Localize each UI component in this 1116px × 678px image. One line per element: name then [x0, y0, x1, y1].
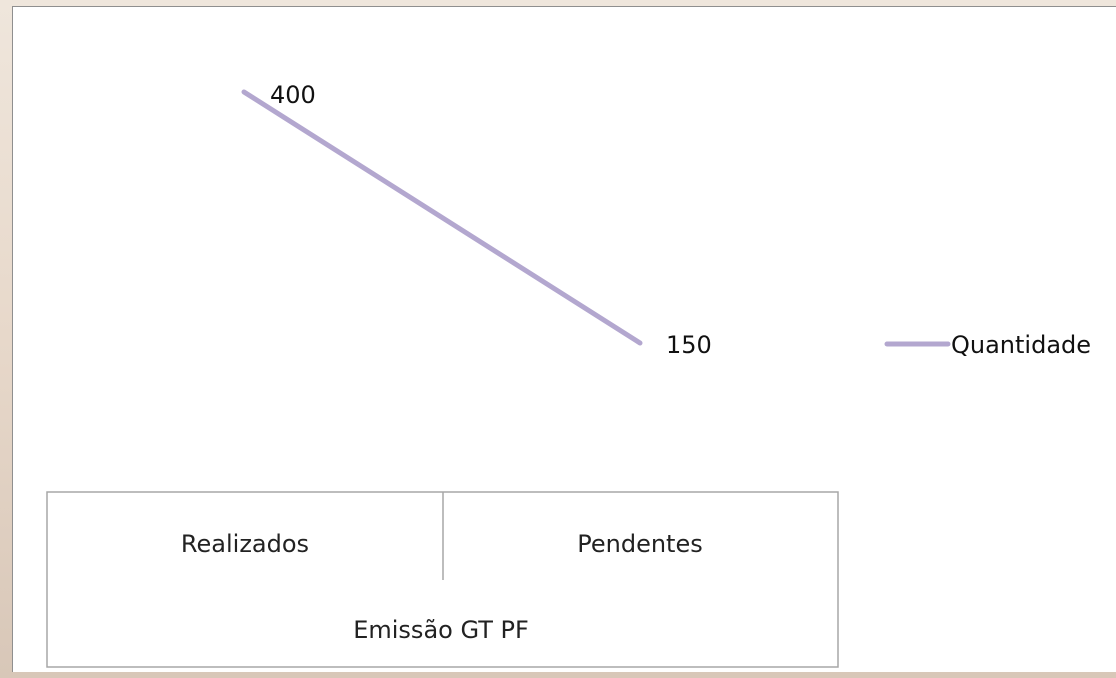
x-category-realizados: Realizados — [181, 530, 309, 558]
legend-label-quantidade: Quantidade — [951, 331, 1091, 359]
x-category-pendentes: Pendentes — [577, 530, 702, 558]
data-label-pendentes: 150 — [666, 331, 712, 359]
chart-panel — [12, 6, 1116, 672]
data-label-realizados: 400 — [270, 81, 316, 109]
quantidade-line — [241, 89, 643, 346]
x-axis-title: Emissão GT PF — [353, 616, 529, 644]
